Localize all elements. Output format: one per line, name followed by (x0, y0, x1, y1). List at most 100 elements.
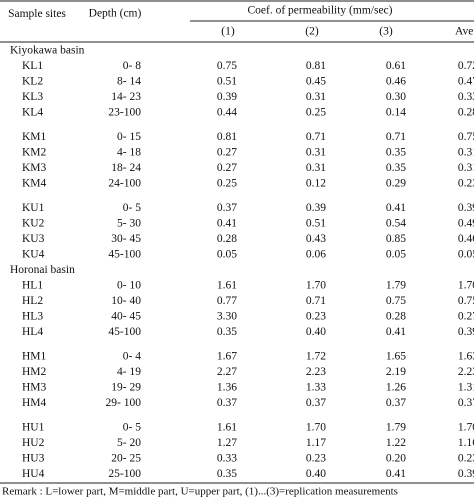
depth: 45-100 (108, 249, 141, 261)
site-code: KU2 (22, 218, 45, 230)
value: 0.37 (386, 397, 406, 409)
value: 0.23 (306, 453, 326, 465)
value: 0.41 (386, 468, 406, 480)
depth: 5- 20 (117, 437, 141, 449)
value: 0.71 (306, 295, 326, 307)
depth: 45-100 (108, 326, 141, 338)
value: 0.05 (386, 249, 406, 261)
depth: 25-100 (108, 468, 141, 480)
value: 0.51 (217, 76, 237, 88)
site-code: HU2 (22, 437, 45, 449)
header-col: (2) (305, 26, 319, 38)
value: 0.27 (217, 147, 237, 159)
value: 1.70 (306, 422, 326, 434)
site-code: KM4 (22, 178, 47, 190)
depth: 23-100 (108, 107, 141, 119)
average: 1.63 (458, 351, 474, 363)
value: 0.46 (386, 76, 406, 88)
site-code: KU3 (22, 233, 45, 245)
depth: 24-100 (108, 178, 141, 190)
basin-label: Kiyokawa basin (10, 45, 85, 57)
value: 0.12 (306, 178, 326, 190)
value: 1.61 (217, 422, 237, 434)
depth: 10- 40 (111, 295, 141, 307)
value: 1.22 (386, 437, 406, 449)
value: 0.81 (306, 60, 326, 72)
value: 0.28 (217, 233, 237, 245)
average: 0.31 (458, 162, 474, 174)
average: 1.70 (458, 280, 474, 292)
value: 0.14 (386, 107, 406, 119)
depth: 4- 19 (117, 366, 141, 378)
site-code: HL1 (22, 280, 43, 292)
value: 1.17 (306, 437, 326, 449)
value: 0.41 (386, 202, 406, 214)
average: 0.39 (458, 202, 474, 214)
average: 0.33 (458, 91, 474, 103)
value: 0.71 (306, 131, 326, 143)
depth: 20- 25 (111, 453, 141, 465)
value: 2.19 (386, 366, 406, 378)
site-code: KL4 (22, 107, 43, 119)
average: 0.39 (458, 326, 474, 338)
value: 1.72 (306, 351, 326, 363)
value: 0.23 (306, 311, 326, 323)
site-code: KL1 (22, 60, 43, 72)
value: 0.05 (217, 249, 237, 261)
basin-label: Horonai basin (10, 264, 75, 276)
site-code: KL2 (22, 76, 43, 88)
header-col: (3) (379, 26, 393, 38)
value: 0.27 (217, 162, 237, 174)
average: 1.70 (458, 422, 474, 434)
average: 0.75 (458, 295, 474, 307)
site-code: KM3 (22, 162, 47, 174)
value: 0.31 (306, 147, 326, 159)
depth: 0- 5 (123, 422, 141, 434)
value: 0.41 (217, 218, 237, 230)
value: 1.79 (386, 280, 406, 292)
value: 0.43 (306, 233, 326, 245)
site-code: KU1 (22, 202, 45, 214)
value: 0.45 (306, 76, 326, 88)
value: 0.39 (306, 202, 326, 214)
depth: 0- 8 (123, 60, 141, 72)
site-code: KU4 (22, 249, 45, 261)
value: 1.26 (386, 382, 406, 394)
header-col: (1) (221, 26, 235, 38)
value: 0.33 (217, 453, 237, 465)
average: 0.31 (458, 147, 474, 159)
site-code: HL4 (22, 326, 43, 338)
value: 2.23 (306, 366, 326, 378)
value: 3.30 (217, 311, 237, 323)
value: 0.30 (386, 91, 406, 103)
value: 0.37 (306, 397, 326, 409)
value: 0.29 (386, 178, 406, 190)
value: 1.79 (386, 422, 406, 434)
value: 0.71 (386, 131, 406, 143)
depth: 0- 15 (117, 131, 141, 143)
average: 0.23 (458, 453, 474, 465)
depth: 0- 10 (117, 280, 141, 292)
depth: 18- 24 (111, 162, 141, 174)
site-code: KM2 (22, 147, 47, 159)
depth: 5- 30 (117, 218, 141, 230)
value: 0.75 (217, 60, 237, 72)
value: 0.20 (386, 453, 406, 465)
value: 0.31 (306, 91, 326, 103)
value: 0.25 (217, 178, 237, 190)
site-code: HM3 (22, 382, 47, 394)
value: 0.39 (217, 91, 237, 103)
average: 0.05 (458, 249, 474, 261)
site-code: HU1 (22, 422, 45, 434)
average: 1.16 (458, 437, 474, 449)
value: 0.28 (386, 311, 406, 323)
depth: 19- 29 (111, 382, 141, 394)
header-coef: Coef. of permeability (mm/sec) (248, 5, 393, 17)
header-sample-text: Sample sites (8, 8, 66, 20)
value: 0.37 (217, 202, 237, 214)
depth: 0- 4 (123, 351, 141, 363)
value: 0.35 (217, 468, 237, 480)
value: 0.35 (386, 162, 406, 174)
site-code: HL2 (22, 295, 43, 307)
